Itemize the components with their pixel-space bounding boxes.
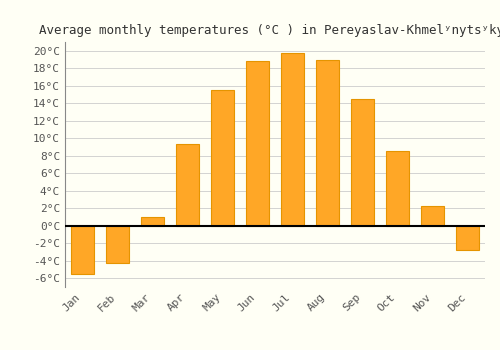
Bar <box>141 217 164 226</box>
Bar <box>421 206 444 226</box>
Bar <box>351 99 374 226</box>
Bar <box>456 226 479 250</box>
Bar <box>386 151 409 226</box>
Bar <box>176 144 199 226</box>
Bar <box>246 61 269 226</box>
Bar <box>71 226 94 274</box>
Bar <box>316 60 339 226</box>
Bar <box>211 90 234 226</box>
Title: Average monthly temperatures (°C ) in Pereyaslav-Khmelʸnytsʸkyy: Average monthly temperatures (°C ) in Pe… <box>39 24 500 37</box>
Bar <box>281 52 304 226</box>
Bar <box>106 226 129 263</box>
